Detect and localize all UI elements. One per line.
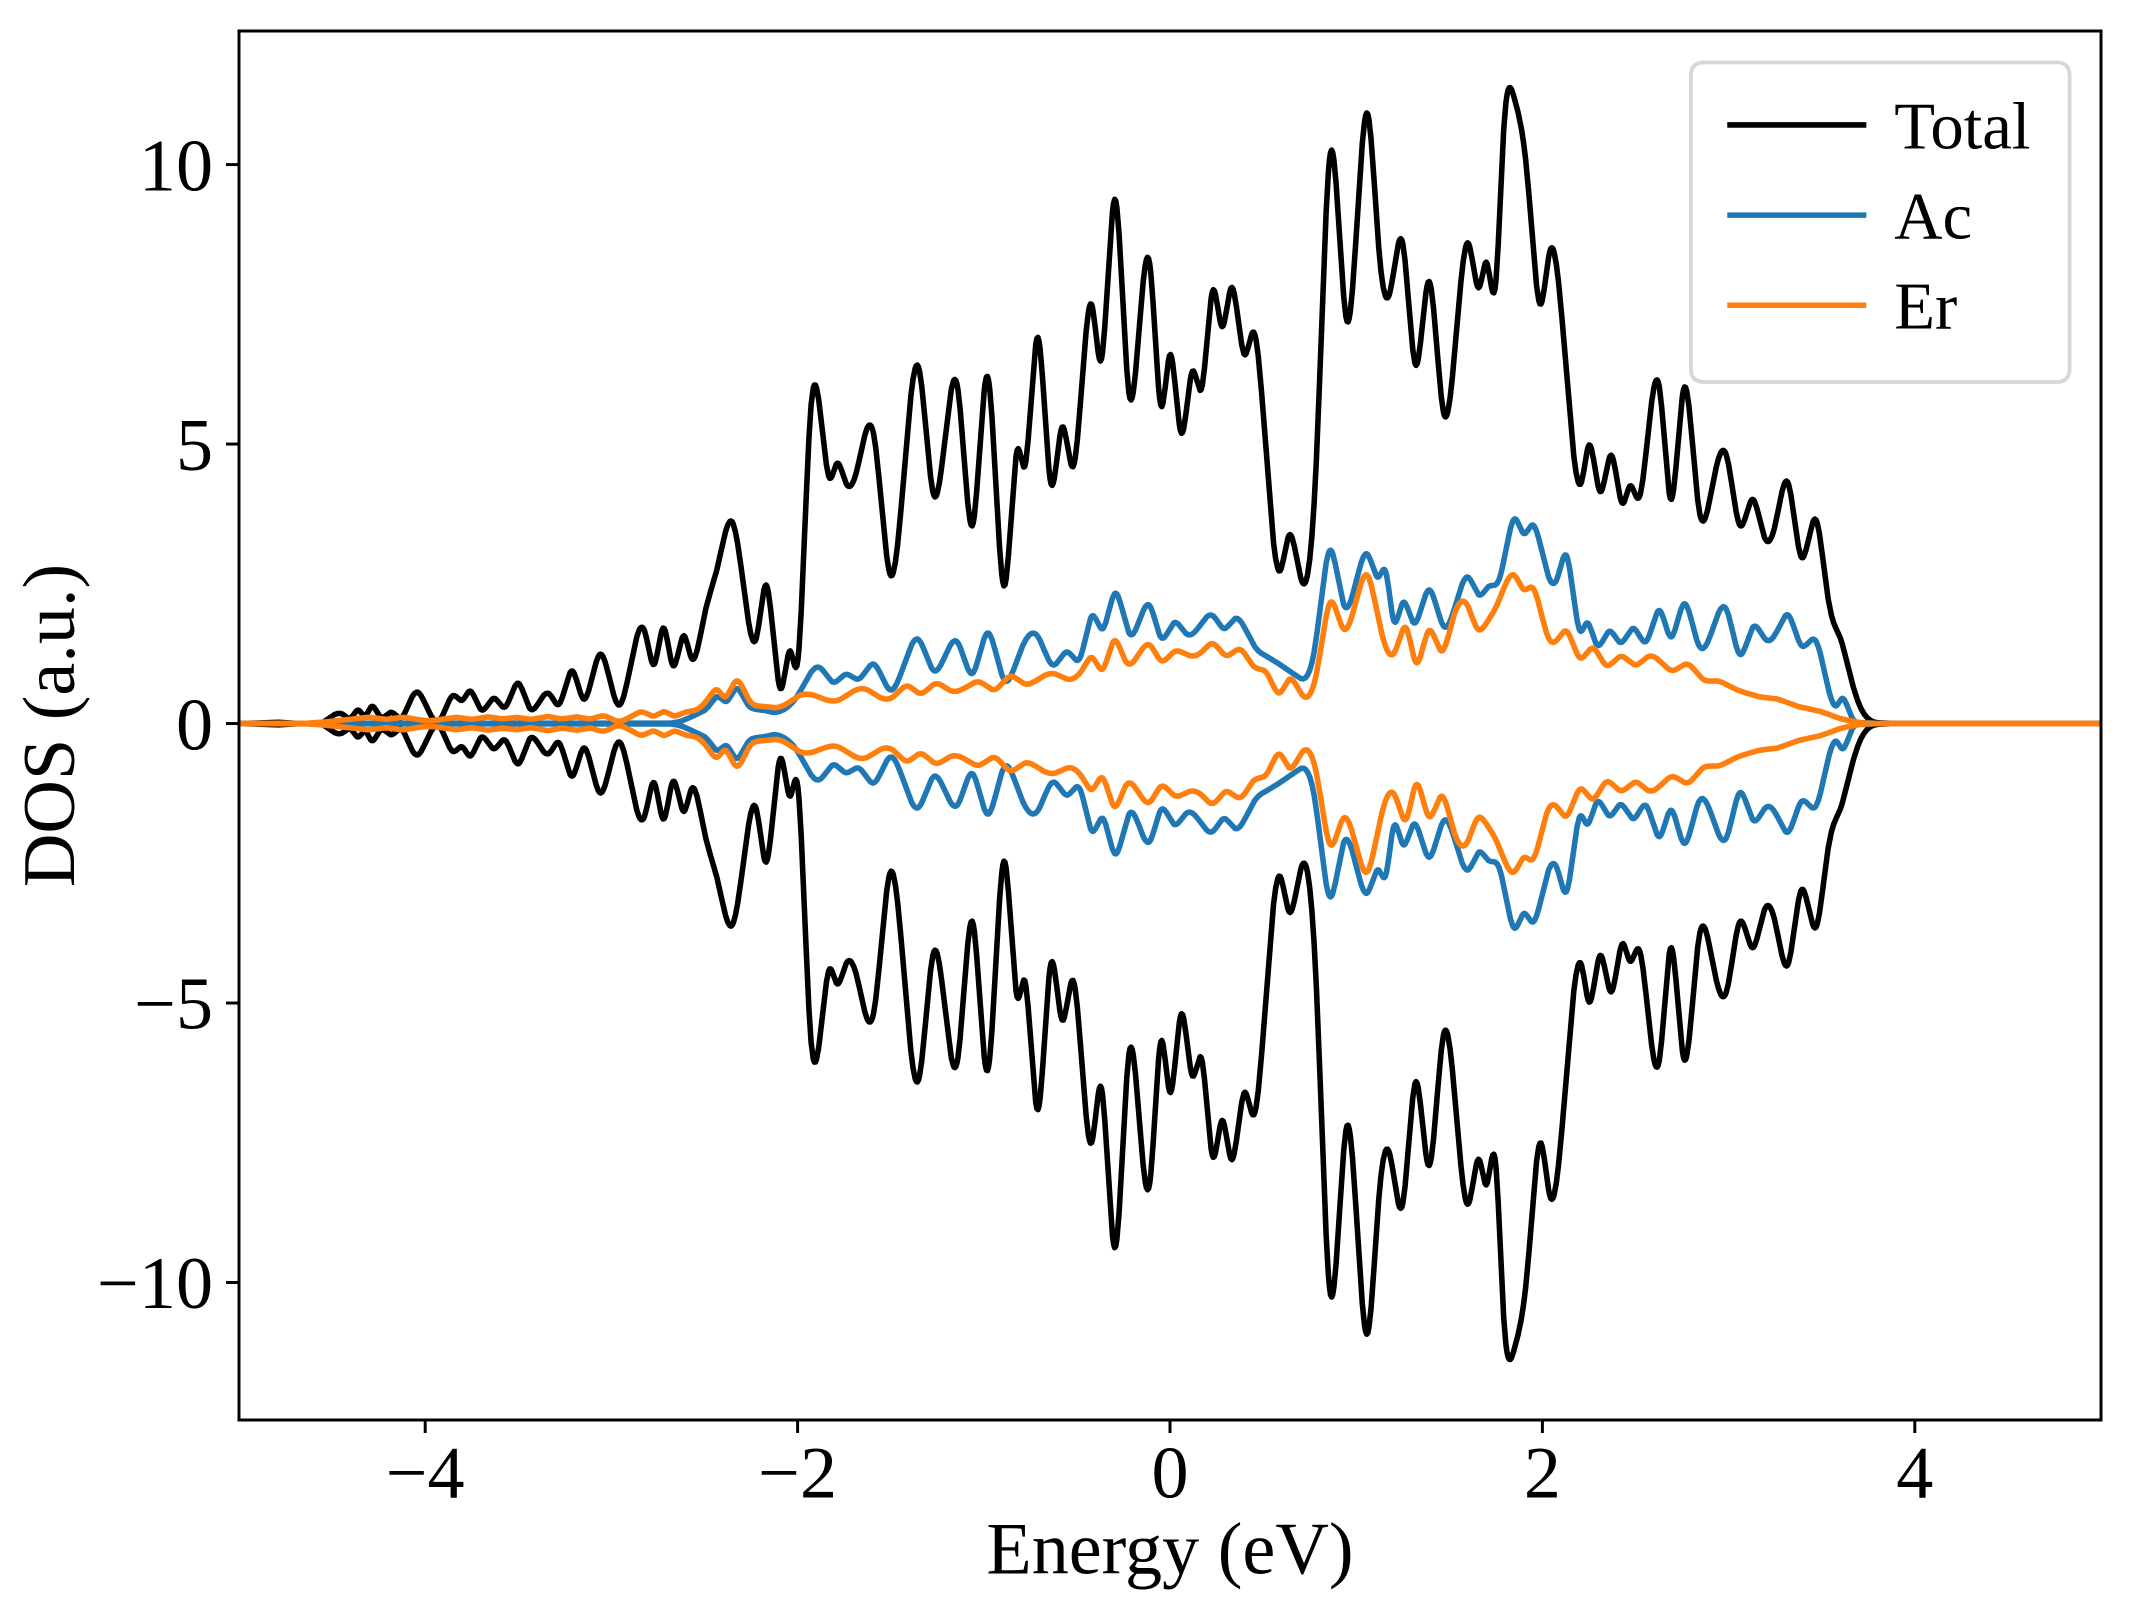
svg-text:−4: −4	[386, 1432, 465, 1514]
svg-text:4: 4	[1896, 1432, 1933, 1514]
svg-text:0: 0	[1151, 1432, 1188, 1514]
svg-text:−10: −10	[97, 1243, 213, 1325]
svg-text:2: 2	[1524, 1432, 1561, 1514]
svg-text:10: 10	[139, 125, 213, 207]
svg-text:DOS (a.u.): DOS (a.u.)	[9, 564, 91, 887]
svg-text:5: 5	[176, 405, 213, 487]
svg-text:0: 0	[176, 684, 213, 766]
svg-text:Energy (eV): Energy (eV)	[986, 1509, 1353, 1591]
svg-text:−5: −5	[134, 964, 213, 1046]
svg-text:−2: −2	[758, 1432, 837, 1514]
svg-text:Ac: Ac	[1894, 180, 1972, 253]
svg-text:Er: Er	[1894, 271, 1957, 344]
svg-text:Total: Total	[1894, 90, 2030, 163]
